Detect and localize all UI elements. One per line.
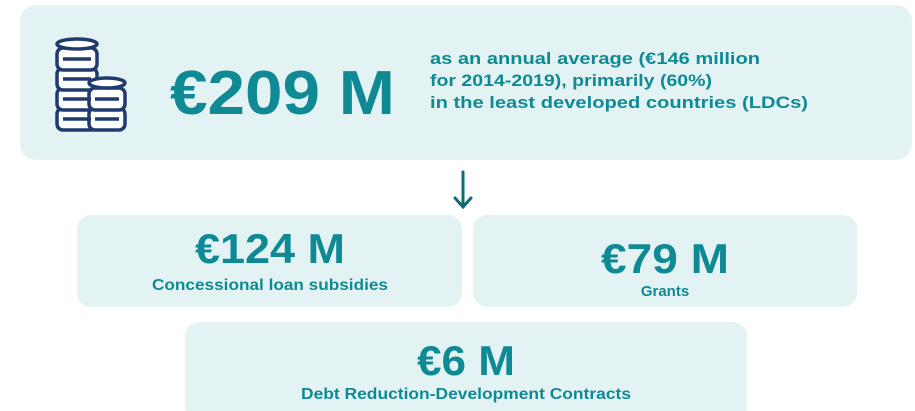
breakdown-amount: €124 M (195, 225, 345, 272)
breakdown-label: Concessional loan subsidies (152, 277, 388, 294)
total-box (20, 5, 912, 160)
breakdown-box (473, 215, 857, 307)
total-amount: €209 M (170, 59, 395, 128)
breakdown-amount: €79 M (601, 235, 729, 282)
arrow (453, 170, 473, 210)
breakdown-box (185, 322, 747, 411)
total-description: for 2014-2019), primarily (60%) (430, 71, 712, 90)
breakdown-amount: €6 M (417, 337, 515, 384)
breakdown-label: Debt Reduction-Development Contracts (301, 386, 631, 403)
breakdown-box (77, 215, 462, 307)
breakdown-label: Grants (641, 283, 689, 300)
total-description: in the least developed countries (LDCs) (430, 93, 808, 112)
coins-icon (55, 37, 127, 132)
total-description: as an annual average (€146 million (430, 49, 760, 68)
